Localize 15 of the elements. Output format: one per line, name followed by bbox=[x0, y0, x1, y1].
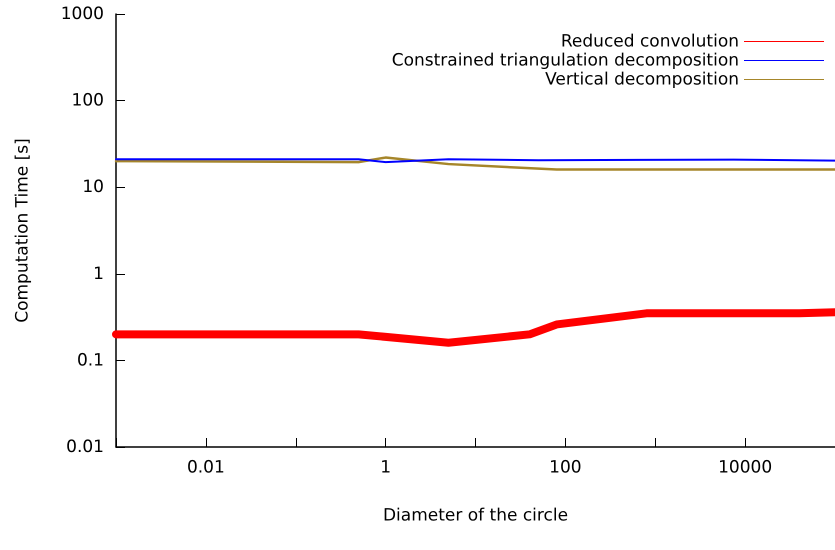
legend-label: Constrained triangulation decomposition bbox=[392, 50, 739, 70]
y-tick-label: 1000 bbox=[60, 4, 104, 24]
y-tick-label: 0.01 bbox=[66, 437, 104, 457]
legend-label: Reduced convolution bbox=[560, 32, 739, 52]
y-tick-label: 100 bbox=[72, 90, 104, 111]
x-tick-label: 0.01 bbox=[186, 458, 225, 478]
x-tick-label: 1 bbox=[380, 458, 392, 478]
y-tick-label: 0.1 bbox=[76, 350, 104, 370]
legend-label: Vertical decomposition bbox=[545, 70, 739, 90]
y-axis-title: Computation Time [s] bbox=[12, 138, 32, 323]
x-tick-label: 100 bbox=[549, 458, 582, 478]
y-tick-label: 1 bbox=[93, 264, 104, 284]
x-axis-title: Diameter of the circle bbox=[382, 506, 568, 526]
x-tick-label: 10000 bbox=[718, 458, 772, 478]
y-tick-label: 10 bbox=[82, 177, 104, 198]
